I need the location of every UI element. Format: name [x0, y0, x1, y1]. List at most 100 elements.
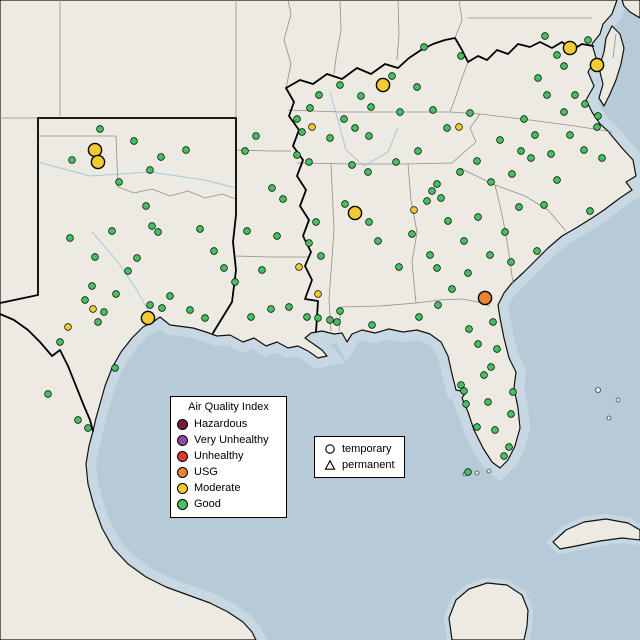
station-marker-good[interactable]: [351, 124, 359, 132]
station-marker-good[interactable]: [395, 263, 403, 271]
station-marker-good[interactable]: [258, 266, 266, 274]
station-marker-good[interactable]: [154, 228, 162, 236]
station-marker-good[interactable]: [186, 306, 194, 314]
station-marker-good[interactable]: [243, 227, 251, 235]
station-marker-good[interactable]: [130, 137, 138, 145]
station-marker-good[interactable]: [593, 123, 601, 131]
station-marker-good[interactable]: [348, 161, 356, 169]
station-marker-good[interactable]: [146, 301, 154, 309]
station-marker-good[interactable]: [500, 452, 508, 460]
station-marker-good[interactable]: [315, 91, 323, 99]
station-marker-moderate[interactable]: [64, 323, 72, 331]
station-marker-good[interactable]: [293, 115, 301, 123]
station-marker-good[interactable]: [303, 313, 311, 321]
station-marker-good[interactable]: [509, 388, 517, 396]
station-marker-moderate[interactable]: [347, 205, 363, 221]
station-marker-moderate[interactable]: [89, 305, 97, 313]
station-marker-good[interactable]: [413, 83, 421, 91]
station-marker-good[interactable]: [210, 247, 218, 255]
station-marker-good[interactable]: [414, 147, 422, 155]
station-marker-good[interactable]: [124, 267, 132, 275]
station-marker-good[interactable]: [74, 416, 82, 424]
station-marker-good[interactable]: [474, 213, 482, 221]
station-marker-good[interactable]: [507, 258, 515, 266]
station-marker-good[interactable]: [326, 316, 334, 324]
station-marker-good[interactable]: [517, 147, 525, 155]
station-marker-good[interactable]: [88, 282, 96, 290]
station-marker-good[interactable]: [133, 254, 141, 262]
station-marker-good[interactable]: [84, 424, 92, 432]
station-marker-good[interactable]: [326, 134, 334, 142]
station-marker-good[interactable]: [553, 176, 561, 184]
station-marker-good[interactable]: [336, 81, 344, 89]
station-marker-good[interactable]: [333, 318, 341, 326]
station-marker-good[interactable]: [305, 158, 313, 166]
station-marker-good[interactable]: [166, 292, 174, 300]
station-marker-good[interactable]: [340, 115, 348, 123]
station-marker-good[interactable]: [515, 203, 523, 211]
station-marker-usg[interactable]: [477, 290, 493, 306]
station-marker-good[interactable]: [241, 147, 249, 155]
station-marker-good[interactable]: [429, 106, 437, 114]
station-marker-good[interactable]: [437, 194, 445, 202]
station-marker-good[interactable]: [464, 269, 472, 277]
station-marker-good[interactable]: [584, 36, 592, 44]
station-marker-good[interactable]: [560, 108, 568, 116]
station-marker-good[interactable]: [279, 195, 287, 203]
station-marker-good[interactable]: [111, 364, 119, 372]
station-marker-good[interactable]: [580, 146, 588, 154]
station-marker-good[interactable]: [540, 201, 548, 209]
station-marker-good[interactable]: [496, 136, 504, 144]
station-marker-moderate[interactable]: [562, 40, 578, 56]
station-marker-good[interactable]: [594, 112, 602, 120]
station-marker-good[interactable]: [392, 158, 400, 166]
station-marker-good[interactable]: [553, 51, 561, 59]
station-marker-moderate[interactable]: [140, 310, 156, 326]
station-marker-good[interactable]: [527, 154, 535, 162]
station-marker-good[interactable]: [388, 72, 396, 80]
station-marker-good[interactable]: [374, 237, 382, 245]
station-marker-good[interactable]: [460, 387, 468, 395]
station-marker-good[interactable]: [44, 390, 52, 398]
station-marker-good[interactable]: [433, 180, 441, 188]
station-marker-good[interactable]: [182, 146, 190, 154]
station-marker-good[interactable]: [146, 166, 154, 174]
station-marker-moderate[interactable]: [295, 263, 303, 271]
station-marker-good[interactable]: [581, 100, 589, 108]
station-marker-good[interactable]: [534, 74, 542, 82]
station-marker-moderate[interactable]: [589, 57, 605, 73]
station-marker-good[interactable]: [533, 247, 541, 255]
station-marker-good[interactable]: [531, 131, 539, 139]
station-marker-good[interactable]: [273, 232, 281, 240]
station-marker-good[interactable]: [487, 363, 495, 371]
station-marker-good[interactable]: [433, 264, 441, 272]
station-marker-good[interactable]: [365, 132, 373, 140]
station-marker-good[interactable]: [448, 285, 456, 293]
station-marker-good[interactable]: [473, 157, 481, 165]
station-marker-good[interactable]: [96, 125, 104, 133]
station-marker-good[interactable]: [423, 197, 431, 205]
station-marker-good[interactable]: [474, 340, 482, 348]
station-marker-good[interactable]: [157, 153, 165, 161]
station-marker-good[interactable]: [112, 290, 120, 298]
station-marker-good[interactable]: [115, 178, 123, 186]
station-marker-moderate[interactable]: [87, 142, 103, 158]
station-marker-good[interactable]: [336, 307, 344, 315]
station-marker-moderate[interactable]: [455, 123, 463, 131]
station-marker-good[interactable]: [508, 170, 516, 178]
station-marker-good[interactable]: [220, 264, 228, 272]
station-marker-good[interactable]: [368, 321, 376, 329]
station-marker-good[interactable]: [285, 303, 293, 311]
station-marker-good[interactable]: [415, 313, 423, 321]
station-marker-good[interactable]: [547, 150, 555, 158]
station-marker-good[interactable]: [434, 301, 442, 309]
station-marker-good[interactable]: [94, 318, 102, 326]
station-marker-moderate[interactable]: [314, 290, 322, 298]
station-marker-good[interactable]: [293, 151, 301, 159]
station-marker-good[interactable]: [462, 400, 470, 408]
station-marker-good[interactable]: [598, 154, 606, 162]
station-marker-good[interactable]: [444, 217, 452, 225]
station-marker-good[interactable]: [314, 314, 322, 322]
station-marker-good[interactable]: [367, 103, 375, 111]
station-marker-good[interactable]: [317, 252, 325, 260]
